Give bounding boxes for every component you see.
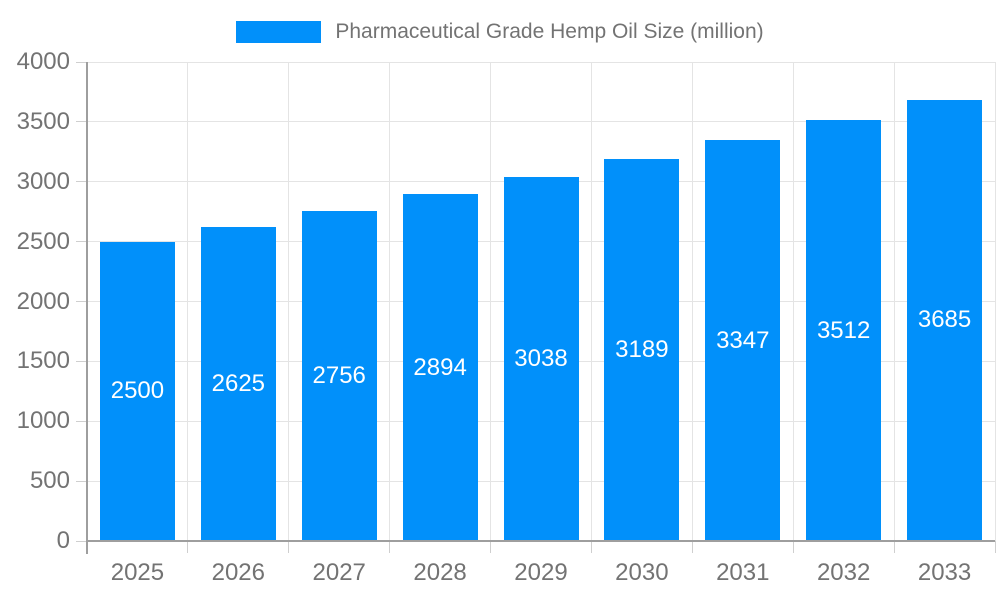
x-axis-line: [87, 540, 995, 542]
x-tick-label: 2031: [716, 559, 770, 586]
x-tick-label: 2033: [917, 559, 972, 586]
x-tick: [590, 541, 592, 553]
y-axis-line: [86, 62, 88, 554]
y-tick-label: 2500: [16, 227, 70, 255]
chart-legend[interactable]: Pharmaceutical Grade Hemp Oil Size (mill…: [0, 19, 1000, 45]
x-tick: [490, 541, 492, 553]
legend-color-swatch: [236, 21, 322, 43]
x-tick: [288, 541, 290, 553]
bar-2030[interactable]: 3189: [604, 159, 680, 541]
bar-value-label: 2894: [413, 353, 467, 381]
y-tick: [76, 181, 87, 183]
x-gridline: [893, 62, 895, 541]
bar-value-label: 2500: [110, 377, 165, 405]
x-gridline: [590, 62, 592, 541]
y-tick-label: 500: [29, 467, 70, 495]
y-tick: [76, 121, 87, 123]
y-tick: [76, 480, 87, 482]
x-gridline: [187, 62, 189, 541]
x-tick-label: 2026: [211, 559, 265, 586]
bar-2033[interactable]: 3685: [907, 99, 983, 541]
x-tick: [389, 541, 391, 553]
x-gridline: [288, 62, 290, 541]
x-gridline: [792, 62, 794, 541]
bar-value-label: 3512: [816, 316, 871, 344]
bar-2027[interactable]: 2756: [301, 210, 377, 541]
x-tick: [187, 541, 189, 553]
bar-value-label: 2625: [211, 369, 266, 397]
x-tick-label: 2028: [413, 559, 467, 586]
y-tick-label: 3500: [16, 107, 70, 135]
bar-2026[interactable]: 2625: [200, 226, 276, 541]
x-gridline: [490, 62, 492, 541]
bar-2029[interactable]: 3038: [503, 177, 579, 541]
y-tick: [76, 301, 87, 302]
bar-2032[interactable]: 3512: [806, 120, 882, 541]
bar-2025[interactable]: 2500: [99, 241, 175, 541]
bar-value-label: 2756: [312, 361, 366, 389]
y-tick-label: 0: [56, 527, 70, 554]
y-tick: [76, 61, 87, 63]
y-gridline: [87, 61, 995, 63]
x-tick-label: 2030: [615, 559, 669, 586]
x-tick: [691, 541, 693, 553]
bar-value-label: 3038: [514, 345, 568, 373]
y-tick-label: 2000: [16, 287, 70, 315]
x-tick-label: 2029: [514, 559, 568, 586]
x-tick: [893, 541, 895, 553]
x-tick-label: 2027: [312, 559, 366, 586]
bar-value-label: 3189: [615, 336, 669, 364]
legend-label: Pharmaceutical Grade Hemp Oil Size (mill…: [335, 20, 764, 43]
bar-2028[interactable]: 2894: [402, 194, 478, 541]
x-tick-label: 2032: [816, 559, 871, 586]
y-tick-label: 1000: [16, 407, 70, 435]
x-gridline: [994, 62, 996, 541]
x-tick: [994, 541, 996, 553]
y-tick: [76, 241, 87, 243]
x-tick-label: 2025: [110, 559, 165, 586]
bar-2031[interactable]: 3347: [705, 140, 781, 541]
x-gridline: [691, 62, 693, 541]
y-tick-label: 1500: [16, 347, 70, 375]
y-tick: [76, 360, 87, 362]
x-gridline: [389, 62, 391, 541]
bar-value-label: 3685: [917, 306, 972, 334]
y-tick-label: 4000: [16, 48, 70, 75]
x-tick: [792, 541, 794, 553]
y-tick: [76, 540, 87, 542]
y-tick-label: 3000: [16, 167, 70, 195]
y-tick: [76, 420, 87, 422]
bar-value-label: 3347: [716, 326, 770, 354]
y-gridline: [87, 121, 995, 123]
